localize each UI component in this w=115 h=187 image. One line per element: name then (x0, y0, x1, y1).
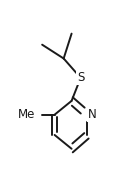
Text: S: S (76, 71, 84, 84)
Text: N: N (87, 108, 95, 121)
Text: Me: Me (18, 108, 35, 121)
